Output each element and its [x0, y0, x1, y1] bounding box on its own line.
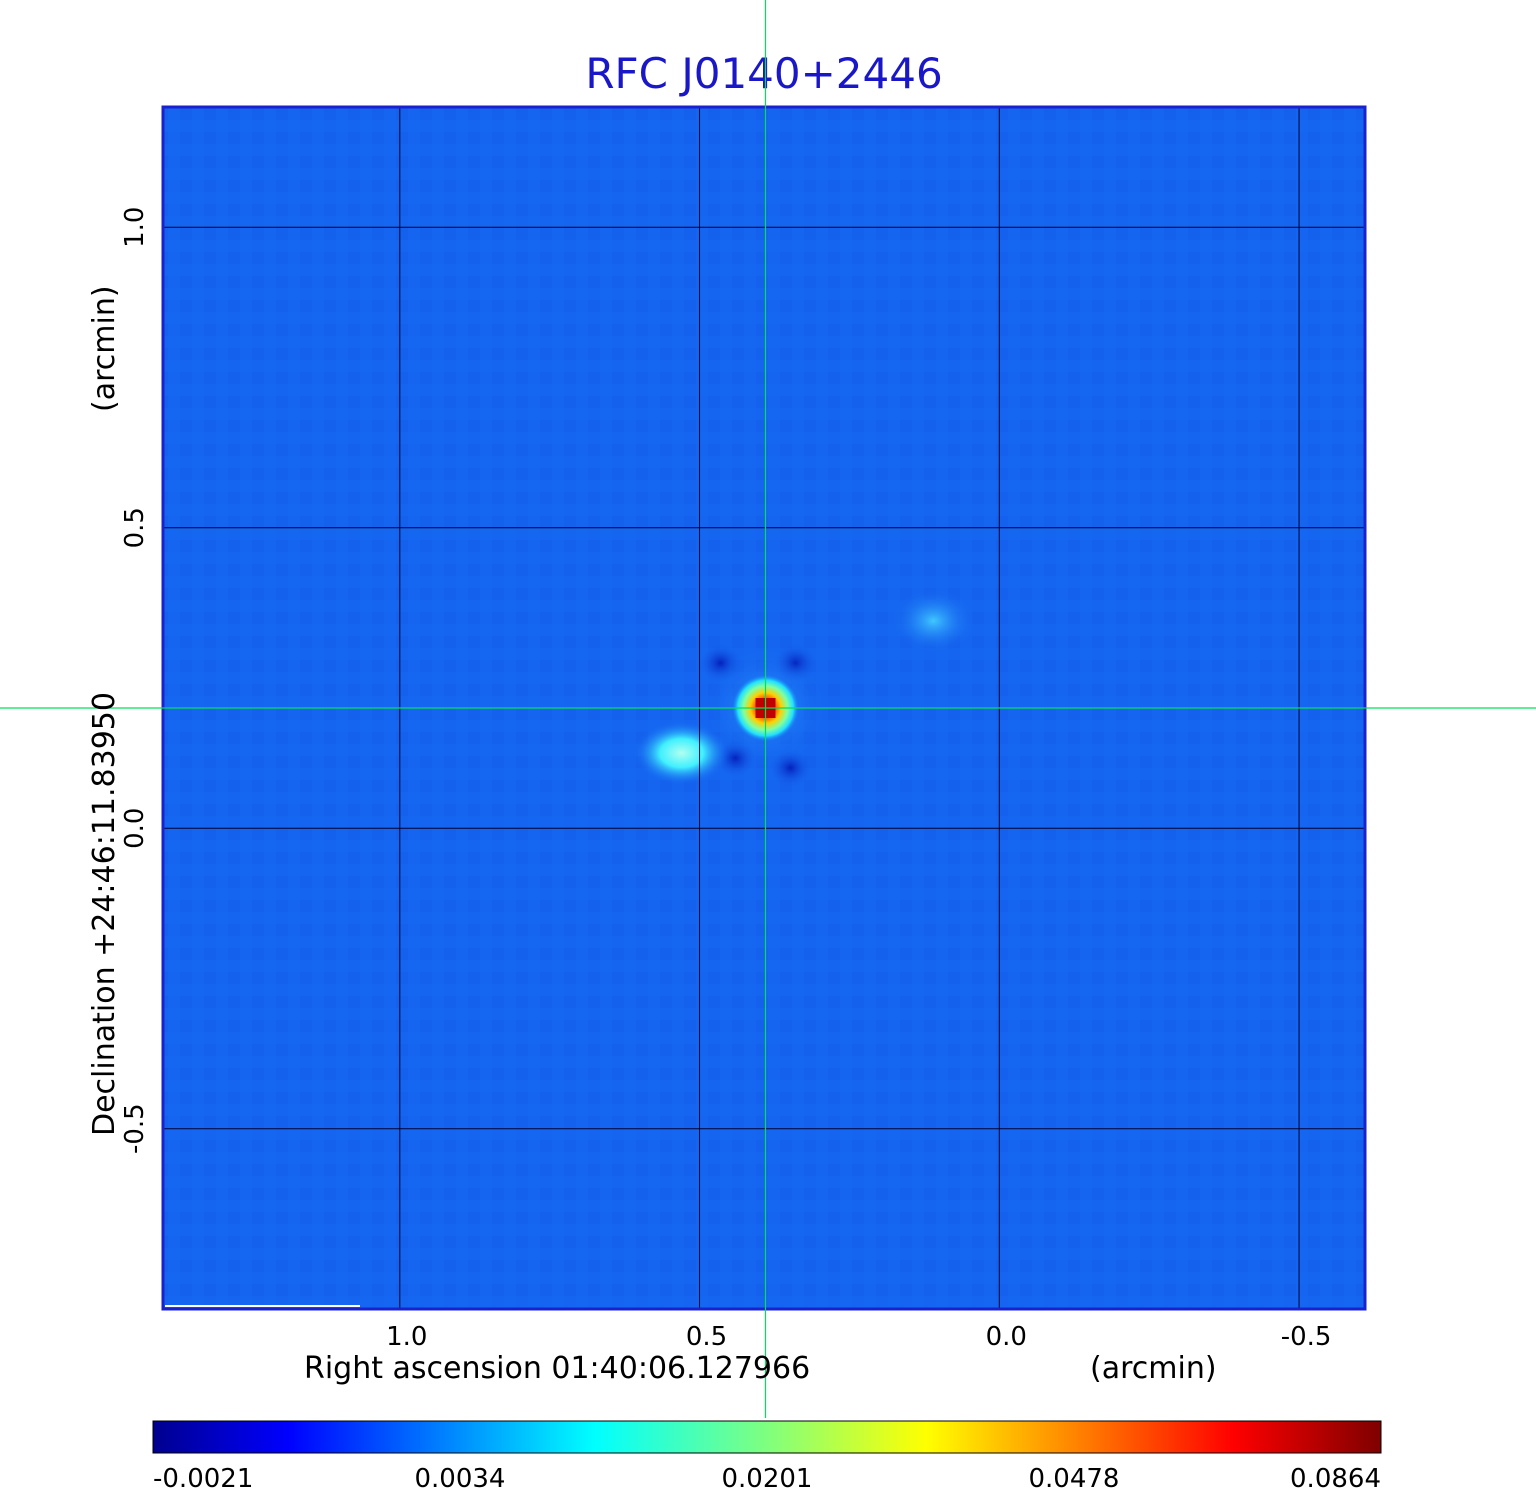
x-tick-label: 1.0 — [386, 1322, 427, 1352]
colorbar-tick-label: -0.0021 — [153, 1464, 253, 1494]
y-tick-label: 0.5 — [120, 507, 150, 548]
y-tick-label: -0.5 — [120, 1103, 150, 1154]
x-axis-unit: (arcmin) — [1090, 1351, 1217, 1386]
source-component — [891, 588, 976, 653]
colorbar-tick-label: 0.0864 — [1290, 1464, 1381, 1494]
colorbar — [152, 1420, 1382, 1454]
y-axis-label: Declination +24:46:11.83950 — [87, 692, 122, 1136]
x-axis-label: Right ascension 01:40:06.127966 — [304, 1351, 810, 1386]
colorbar-tick-label: 0.0034 — [415, 1464, 506, 1494]
y-tick-label: 0.0 — [120, 808, 150, 849]
y-axis-unit: (arcmin) — [87, 285, 122, 412]
colorbar-tick-label: 0.0201 — [722, 1464, 813, 1494]
x-tick-label: 0.0 — [986, 1322, 1027, 1352]
y-tick-label: 1.0 — [120, 207, 150, 248]
x-tick-label: 0.5 — [686, 1322, 727, 1352]
source-component — [633, 721, 730, 786]
x-tick-label: -0.5 — [1281, 1322, 1332, 1352]
x-tick-labels: 1.0 0.5 0.0 -0.5 — [386, 1322, 1331, 1352]
crosshair — [0, 0, 1536, 1418]
chart-title: RFC J0140+2446 — [585, 49, 942, 98]
y-tick-labels: 1.0 0.5 0.0 -0.5 — [120, 207, 150, 1155]
colorbar-tick-label: 0.0478 — [1029, 1464, 1120, 1494]
colorbar-tick-labels: -0.0021 0.0034 0.0201 0.0478 0.0864 — [153, 1464, 1381, 1494]
